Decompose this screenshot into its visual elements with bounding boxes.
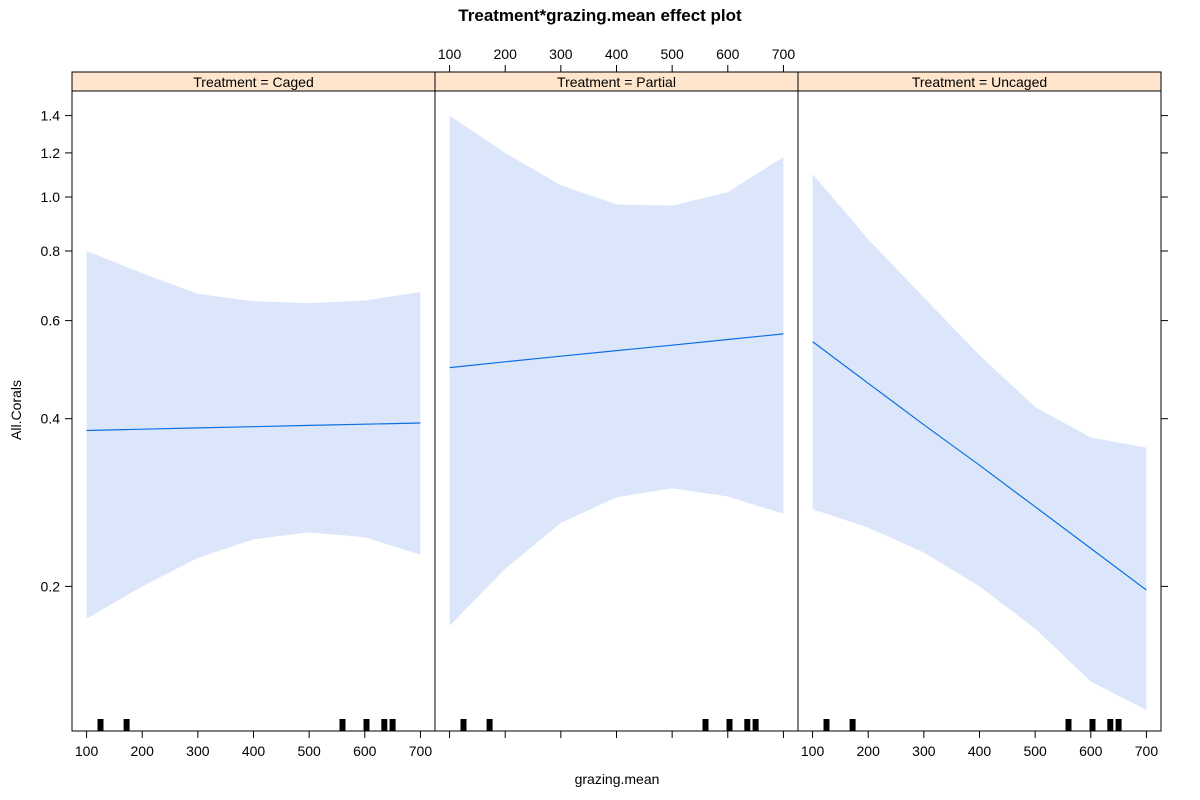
confidence-band [86,251,421,619]
confidence-band [449,115,784,626]
rug-mark [486,719,493,731]
rug-mark [339,719,346,731]
y-tick-label: 1.2 [41,145,61,161]
x-tick-label-top: 500 [660,46,684,62]
rug-mark [363,719,370,731]
x-tick-label: 700 [1135,743,1159,759]
x-tick-label: 600 [353,743,377,759]
chart-title: Treatment*grazing.mean effect plot [458,6,742,25]
x-axis-label: grazing.mean [575,771,660,787]
x-tick-label: 200 [131,743,155,759]
rug-mark [823,719,830,731]
x-tick-label-top: 700 [772,46,796,62]
y-tick-label: 0.8 [41,243,61,259]
rug-mark [123,719,130,731]
panel-1: Treatment = Caged 100 200 300 400 500 600 700 [71,71,436,759]
rug-mark [1107,719,1114,731]
x-tick-label: 100 [75,743,99,759]
rug-mark [752,719,759,731]
x-tick-label: 300 [912,743,936,759]
strip-label: Treatment = Uncaged [912,74,1047,90]
rug-mark [97,719,104,731]
x-tick-label: 500 [1023,743,1047,759]
panel-2: Treatment = Partial 100 200 300 400 500 600 700 [434,46,799,738]
x-tick-label: 600 [1079,743,1103,759]
x-tick-label: 300 [186,743,210,759]
x-tick-label: 700 [409,743,433,759]
rug-mark [702,719,709,731]
rug-mark [849,719,856,731]
x-tick-label-top: 600 [716,46,740,62]
rug-mark [744,719,751,731]
x-tick-label: 100 [801,743,825,759]
y-tick-label: 0.2 [41,578,61,594]
y-tick-label: 1.4 [41,108,61,124]
fit-line [812,341,1147,591]
y-tick-label: 0.6 [41,313,61,329]
y-axis-label: All.Corals [8,380,24,440]
x-tick-label: 200 [857,743,881,759]
x-tick-label-top: 300 [549,46,573,62]
y-tick-label: 0.4 [41,411,61,427]
fit-line [449,333,784,369]
rug-mark [389,719,396,731]
x-tick-label: 500 [297,743,321,759]
x-tick-label-top: 200 [494,46,518,62]
rug-mark [1115,719,1122,731]
fit-line [86,422,421,432]
strip-label: Treatment = Partial [557,74,676,90]
strip-label: Treatment = Caged [193,74,314,90]
rug-mark [460,719,467,731]
rug-mark [381,719,388,731]
x-tick-label: 400 [242,743,266,759]
x-tick-label-top: 100 [438,46,462,62]
x-tick-label-top: 400 [605,46,629,62]
confidence-band [812,174,1147,710]
y-tick-label: 1.0 [41,189,61,205]
panel-3: Treatment = Uncaged 100 200 300 400 500 600 700 [797,71,1162,759]
x-tick-label: 400 [968,743,992,759]
rug-mark [1089,719,1096,731]
rug-mark [1065,719,1072,731]
rug-mark [726,719,733,731]
